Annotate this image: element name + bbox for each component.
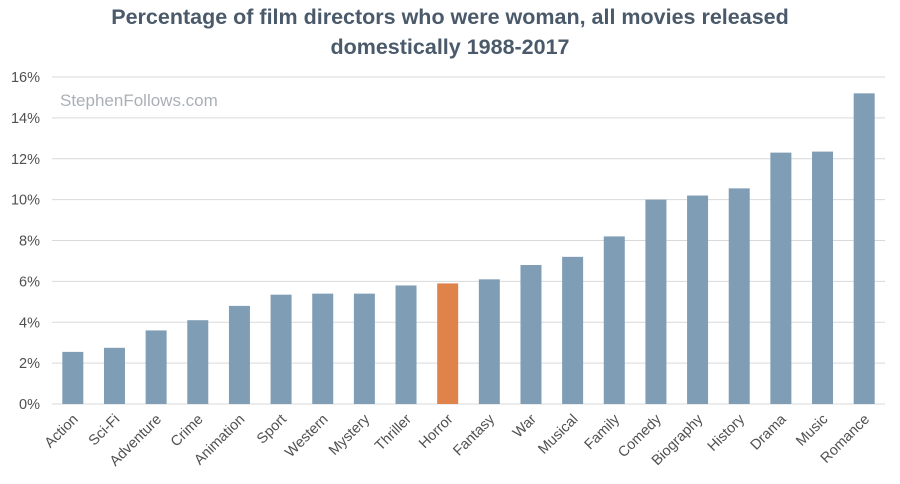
x-tick-label: War [510, 411, 540, 441]
y-tick-label: 16% [11, 70, 40, 86]
x-tick-label: Western [282, 412, 331, 461]
x-tick-label: Action [42, 412, 82, 452]
bar-mystery [353, 293, 375, 404]
y-tick-label: 0% [19, 397, 40, 413]
y-tick-label: 6% [19, 274, 40, 290]
bar-comedy [645, 199, 667, 404]
gridlines [52, 76, 885, 405]
bar-fantasy [478, 279, 500, 404]
x-tick-label: Music [793, 412, 831, 450]
chart-title-line-2: domestically 1988-2017 [330, 35, 570, 59]
chart-title: Percentage of film directors who were wo… [0, 2, 900, 62]
bar-action [62, 351, 84, 404]
chart-title-line-1: Percentage of film directors who were wo… [111, 5, 789, 29]
y-tick-label: 2% [19, 356, 40, 372]
bar-horror [437, 283, 459, 404]
x-tick-label: Fantasy [450, 411, 498, 459]
x-tick-label: Crime [168, 412, 207, 451]
bar-sci-fi [103, 347, 125, 404]
bars [62, 93, 875, 404]
bar-family [603, 236, 625, 404]
x-tick-label: Sci-Fi [86, 412, 124, 450]
x-tick-label: Mystery [326, 411, 374, 459]
bar-western [312, 293, 334, 404]
bar-musical [562, 256, 584, 404]
y-axis-ticks: 0% 2% 4% 6% 8% 10% 12% 14% 16% [11, 70, 40, 413]
x-tick-label: History [705, 411, 749, 455]
bar-animation [228, 305, 250, 404]
x-tick-label: Horror [416, 411, 456, 451]
y-tick-label: 4% [19, 315, 40, 331]
x-tick-label: Sport [254, 412, 290, 448]
x-tick-label: Musical [535, 412, 581, 458]
bar-music [812, 151, 834, 404]
x-tick-label: Drama [748, 411, 791, 454]
bar-romance [853, 93, 875, 404]
y-tick-label: 12% [11, 152, 40, 168]
bar-thriller [395, 285, 417, 404]
bar-adventure [145, 330, 167, 404]
bar-biography [687, 195, 709, 404]
watermark: StephenFollows.com [60, 91, 218, 110]
bar-war [520, 265, 542, 404]
bar-crime [187, 320, 209, 404]
bar-history [728, 188, 750, 404]
y-tick-label: 14% [11, 111, 40, 127]
x-tick-label: Thriller [372, 411, 415, 454]
bar-sport [270, 294, 292, 404]
y-tick-label: 8% [19, 234, 40, 250]
y-tick-label: 10% [11, 193, 40, 209]
bar-drama [770, 152, 792, 404]
